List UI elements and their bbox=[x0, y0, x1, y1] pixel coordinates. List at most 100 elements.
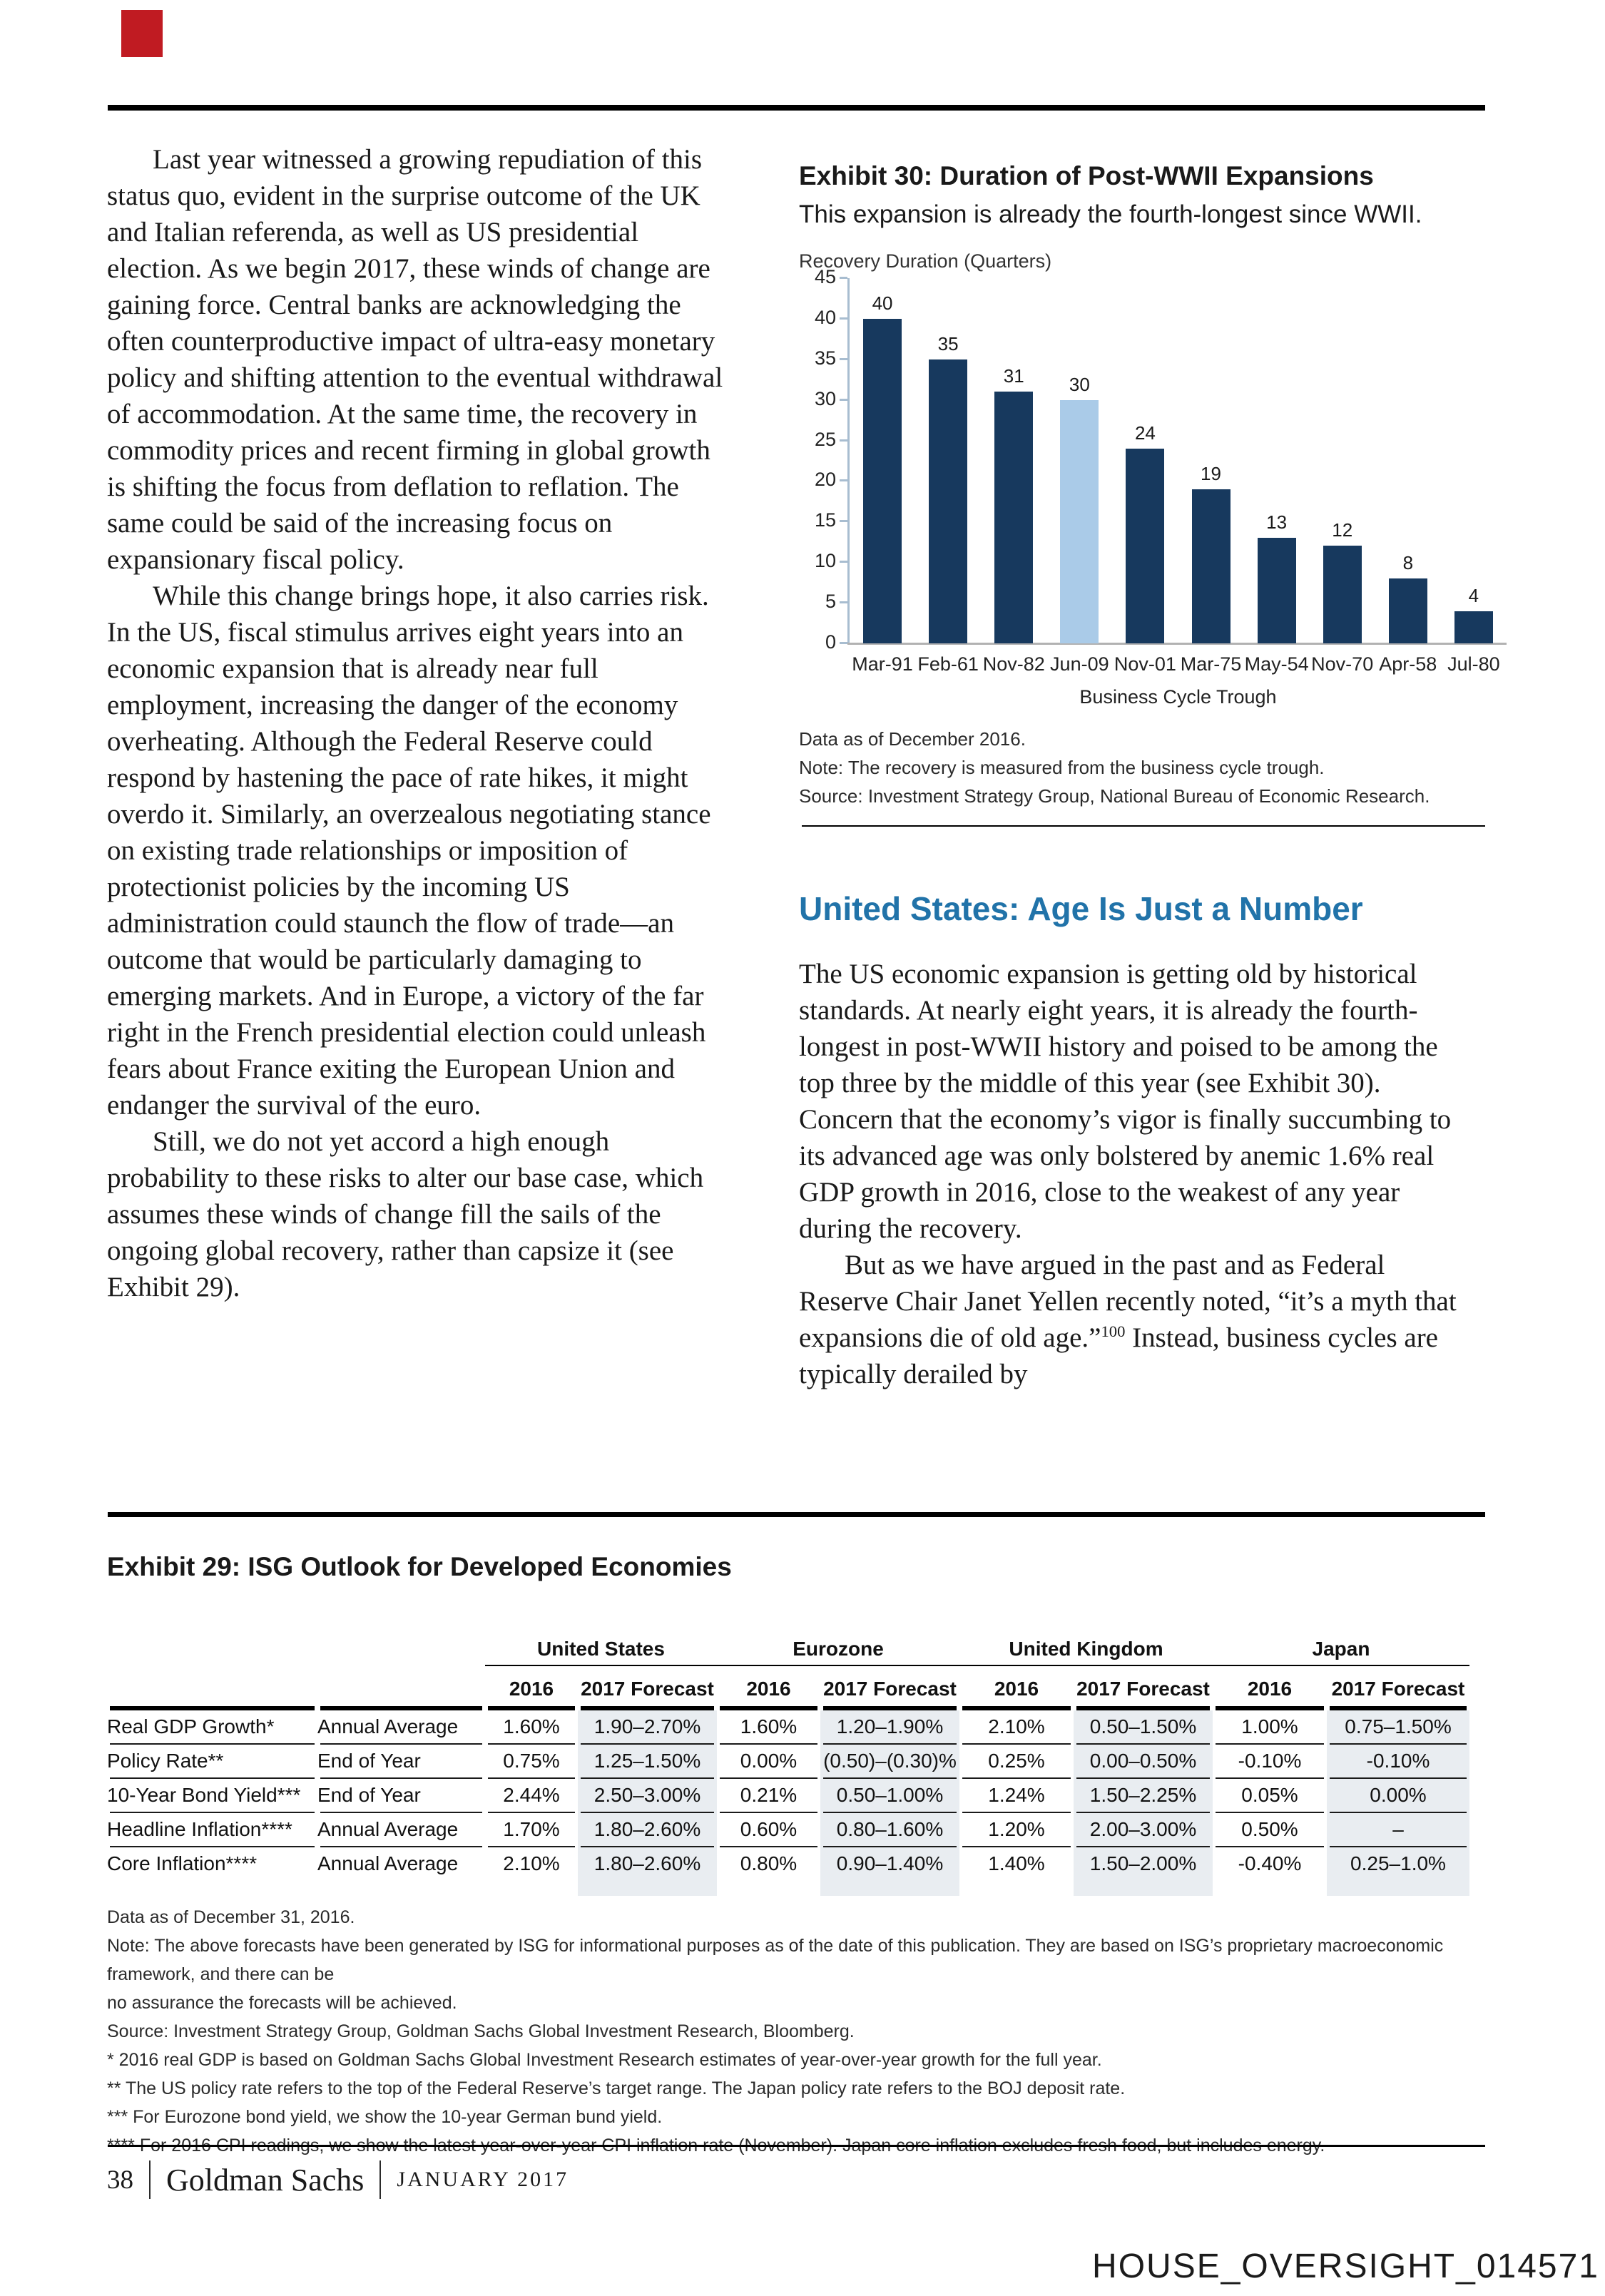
y-tick-mark bbox=[840, 439, 847, 442]
table-row-separator bbox=[959, 1812, 1074, 1813]
table-row-separator bbox=[1327, 1777, 1469, 1779]
table-row-basis: Annual Average bbox=[317, 1715, 459, 1738]
table-row-separator bbox=[820, 1846, 959, 1847]
table-row-separator bbox=[1213, 1743, 1327, 1745]
x-tick-label: Jul-80 bbox=[1447, 653, 1500, 675]
table-cell: 0.25% bbox=[988, 1750, 1045, 1772]
exhibit29-title: Exhibit 29: ISG Outlook for Developed Ec… bbox=[107, 1552, 732, 1581]
bar-slot: 8 bbox=[1375, 278, 1441, 643]
footnote-line: Note: The above forecasts have been gene… bbox=[107, 1936, 1444, 1984]
table-cell: 1.50–2.00% bbox=[1074, 1847, 1213, 1880]
table-row-separator bbox=[820, 1743, 959, 1745]
paragraph: While this change brings hope, it also c… bbox=[107, 581, 711, 1121]
table-row-separator bbox=[107, 1812, 317, 1813]
exhibit30-divider bbox=[802, 825, 1485, 827]
chart-note-line: Note: The recovery is measured from the … bbox=[799, 757, 1325, 778]
table-row-separator bbox=[317, 1777, 485, 1779]
table-bottom-pad bbox=[959, 1880, 1074, 1896]
table-cell: 0.00–0.50% bbox=[1074, 1745, 1213, 1777]
table-bottom-pad bbox=[820, 1880, 959, 1896]
table-bottom-pad bbox=[717, 1880, 820, 1896]
table-cell: 0.00% bbox=[740, 1750, 798, 1772]
bar bbox=[994, 392, 1034, 643]
table-row-separator bbox=[717, 1743, 820, 1745]
table-row-separator bbox=[578, 1777, 717, 1779]
table-row-separator bbox=[1327, 1812, 1469, 1813]
table-cell: 1.00% bbox=[1241, 1715, 1298, 1738]
paragraph: Still, we do not yet accord a high enoug… bbox=[107, 1126, 704, 1302]
exhibit29-table: United States Eurozone United Kingdom Japan… bbox=[107, 1629, 1469, 1896]
table-cell: 1.80–2.60% bbox=[578, 1813, 717, 1846]
table-bottom-pad bbox=[1074, 1880, 1213, 1896]
chart-plot-area: 40 35 31 30 24 19 13 12 8 4 45 40 35 30 25 20 15 10 5 0 bbox=[799, 266, 1507, 653]
x-tick-label: Apr-58 bbox=[1379, 653, 1437, 675]
bar-value-label: 19 bbox=[1201, 462, 1221, 484]
table-row-separator bbox=[1213, 1846, 1327, 1847]
bar-slot: 31 bbox=[981, 278, 1046, 643]
x-tick-label: Jun-09 bbox=[1050, 653, 1109, 675]
footnote-line: ** The US policy rate refers to the top … bbox=[107, 2078, 1126, 2098]
table-cell: 1.60% bbox=[740, 1715, 798, 1738]
table-header-rule bbox=[820, 1706, 959, 1710]
table-cell: 1.60% bbox=[503, 1715, 560, 1738]
paragraph-text: But as we have argued in the past and as… bbox=[799, 1250, 1457, 1353]
table-row-separator bbox=[317, 1743, 485, 1745]
table-cell: 1.25–1.50% bbox=[578, 1745, 717, 1777]
table-subheader: 2017 Forecast bbox=[1331, 1678, 1465, 1700]
table-header-rule bbox=[1327, 1706, 1469, 1710]
y-tick-label: 10 bbox=[814, 550, 836, 572]
table-cell: 1.20% bbox=[988, 1818, 1045, 1840]
table-row-separator bbox=[485, 1777, 578, 1779]
y-tick-label: 35 bbox=[814, 347, 836, 369]
table-bottom-pad bbox=[317, 1880, 485, 1896]
table-cell: 0.60% bbox=[740, 1818, 798, 1840]
y-tick-mark bbox=[840, 357, 847, 360]
bar bbox=[1060, 399, 1099, 643]
table-row-basis: Annual Average bbox=[317, 1852, 459, 1874]
table-cell: -0.10% bbox=[1238, 1750, 1302, 1772]
table-subheader-spacer bbox=[107, 1666, 485, 1698]
table-cell: 0.21% bbox=[740, 1784, 798, 1806]
table-row-label: 10-Year Bond Yield*** bbox=[107, 1784, 301, 1806]
paragraph: The US economic expansion is getting old… bbox=[799, 959, 1452, 1244]
table-row-separator bbox=[959, 1743, 1074, 1745]
table-cell: 1.40% bbox=[988, 1852, 1045, 1874]
y-tick-mark bbox=[840, 561, 847, 563]
chart-note-line: Source: Investment Strategy Group, Natio… bbox=[799, 785, 1430, 807]
x-tick-label: Feb-61 bbox=[917, 653, 979, 675]
footnote-line: no assurance the forecasts will be achie… bbox=[107, 1993, 457, 2013]
table-row-label: Headline Inflation**** bbox=[107, 1818, 292, 1840]
paragraph-text: Instead, business cycles are typically d… bbox=[799, 1322, 1438, 1389]
table-header-rule bbox=[959, 1706, 1074, 1710]
red-stamp-mark bbox=[121, 10, 163, 57]
table-cell: 0.50–1.50% bbox=[1074, 1710, 1213, 1743]
exhibit29-top-rule bbox=[108, 1512, 1485, 1517]
x-tick-label: Mar-75 bbox=[1180, 653, 1242, 675]
table-subheader: 2017 Forecast bbox=[1076, 1678, 1210, 1700]
bar bbox=[863, 318, 902, 643]
table-cell: 0.75–1.50% bbox=[1327, 1710, 1469, 1743]
bar-value-label: 12 bbox=[1332, 519, 1353, 541]
table-cell: – bbox=[1327, 1813, 1469, 1846]
table-row-separator bbox=[1074, 1743, 1213, 1745]
table-row-separator bbox=[959, 1846, 1074, 1847]
table-cell: 1.90–2.70% bbox=[578, 1710, 717, 1743]
right-text-column: The US economic expansion is getting old… bbox=[799, 956, 1459, 1392]
table-row-separator bbox=[107, 1846, 317, 1847]
bar-value-label: 31 bbox=[1003, 365, 1024, 387]
table-row-separator bbox=[107, 1743, 317, 1745]
table-header-rule bbox=[578, 1706, 717, 1710]
table-row-separator bbox=[485, 1846, 578, 1847]
bar-value-label: 4 bbox=[1468, 584, 1479, 606]
table-row-label: Real GDP Growth* bbox=[107, 1715, 275, 1738]
bar bbox=[1323, 546, 1362, 643]
bar-slot: 24 bbox=[1112, 278, 1178, 643]
bar bbox=[1388, 578, 1427, 643]
exhibit29-footnotes: Data as of December 31, 2016. Note: The a… bbox=[107, 1903, 1487, 2160]
y-tick-label: 30 bbox=[814, 387, 836, 409]
footnote-line: * 2016 real GDP is based on Goldman Sach… bbox=[107, 2050, 1102, 2070]
y-tick-label: 45 bbox=[814, 266, 836, 287]
table-subheader: 2016 bbox=[994, 1678, 1039, 1700]
table-cell: 0.00% bbox=[1327, 1779, 1469, 1812]
